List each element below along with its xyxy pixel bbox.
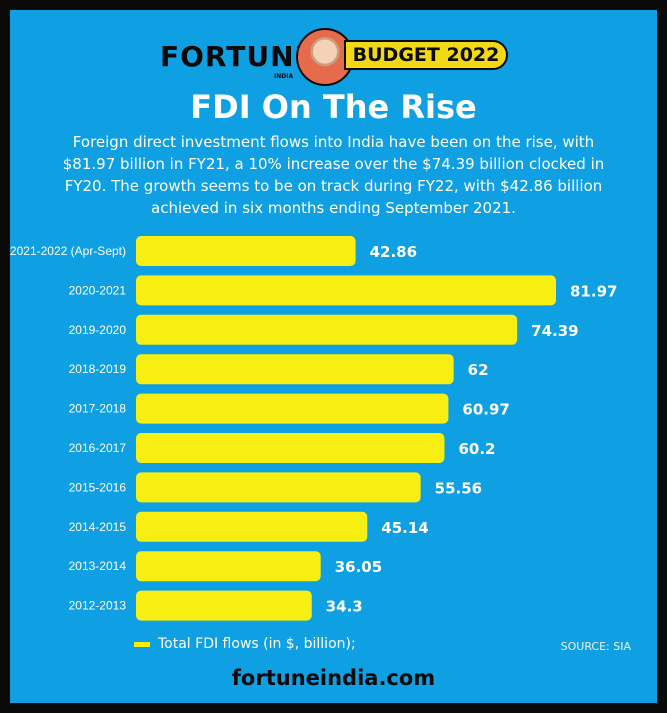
category-label: 2012-2013 [69, 599, 127, 613]
infographic-card: FORTUNE INDIA BUDGET 2022 FDI On The Ris… [10, 10, 657, 703]
bar [136, 354, 454, 385]
bar [136, 314, 518, 345]
value-label: 34.3 [326, 598, 363, 616]
category-label: 2021-2022 (Apr-Sept) [10, 244, 126, 258]
value-label: 45.14 [381, 519, 428, 537]
category-label: 2017-2018 [69, 402, 127, 416]
bar [136, 433, 445, 463]
bar [136, 590, 312, 621]
category-label: 2020-2021 [69, 283, 127, 297]
legend: Total FDI flows (in $, billion); [134, 636, 356, 652]
value-label: 74.39 [531, 322, 578, 340]
category-label: 2019-2020 [69, 323, 127, 337]
fortune-logo-subtext: INDIA [274, 73, 294, 80]
bar [136, 551, 321, 582]
source-note: SOURCE: SIA [560, 640, 631, 653]
fortune-logo: FORTUNE [160, 40, 315, 73]
header: FORTUNE INDIA BUDGET 2022 [10, 22, 657, 86]
category-label: 2013-2014 [69, 559, 127, 573]
value-label: 60.2 [458, 440, 495, 458]
bar [136, 511, 368, 542]
category-label: 2018-2019 [69, 362, 127, 376]
value-label: 55.56 [435, 479, 482, 497]
budget-badge: BUDGET 2022 [344, 40, 508, 70]
legend-label: Total FDI flows (in $, billion); [158, 636, 356, 652]
footer-url: fortuneindia.com [231, 666, 436, 690]
bar [136, 236, 356, 266]
legend-swatch [134, 641, 150, 647]
value-label: 36.05 [335, 558, 382, 576]
chart-subtitle: Foreign direct investment flows into Ind… [62, 133, 605, 217]
bar [136, 393, 449, 424]
chart-title: FDI On The Rise [190, 88, 477, 126]
bar-chart: 2021-2022 (Apr-Sept) 42.86 2020-2021 81.97 2… [10, 236, 617, 621]
value-label: 60.97 [462, 401, 509, 419]
value-label: 81.97 [570, 282, 617, 300]
category-label: 2015-2016 [69, 480, 127, 494]
value-label: 62 [468, 361, 489, 379]
category-label: 2016-2017 [69, 441, 127, 455]
bar [136, 472, 421, 503]
category-label: 2014-2015 [69, 520, 127, 534]
bar [136, 275, 556, 306]
value-label: 42.86 [370, 243, 417, 261]
